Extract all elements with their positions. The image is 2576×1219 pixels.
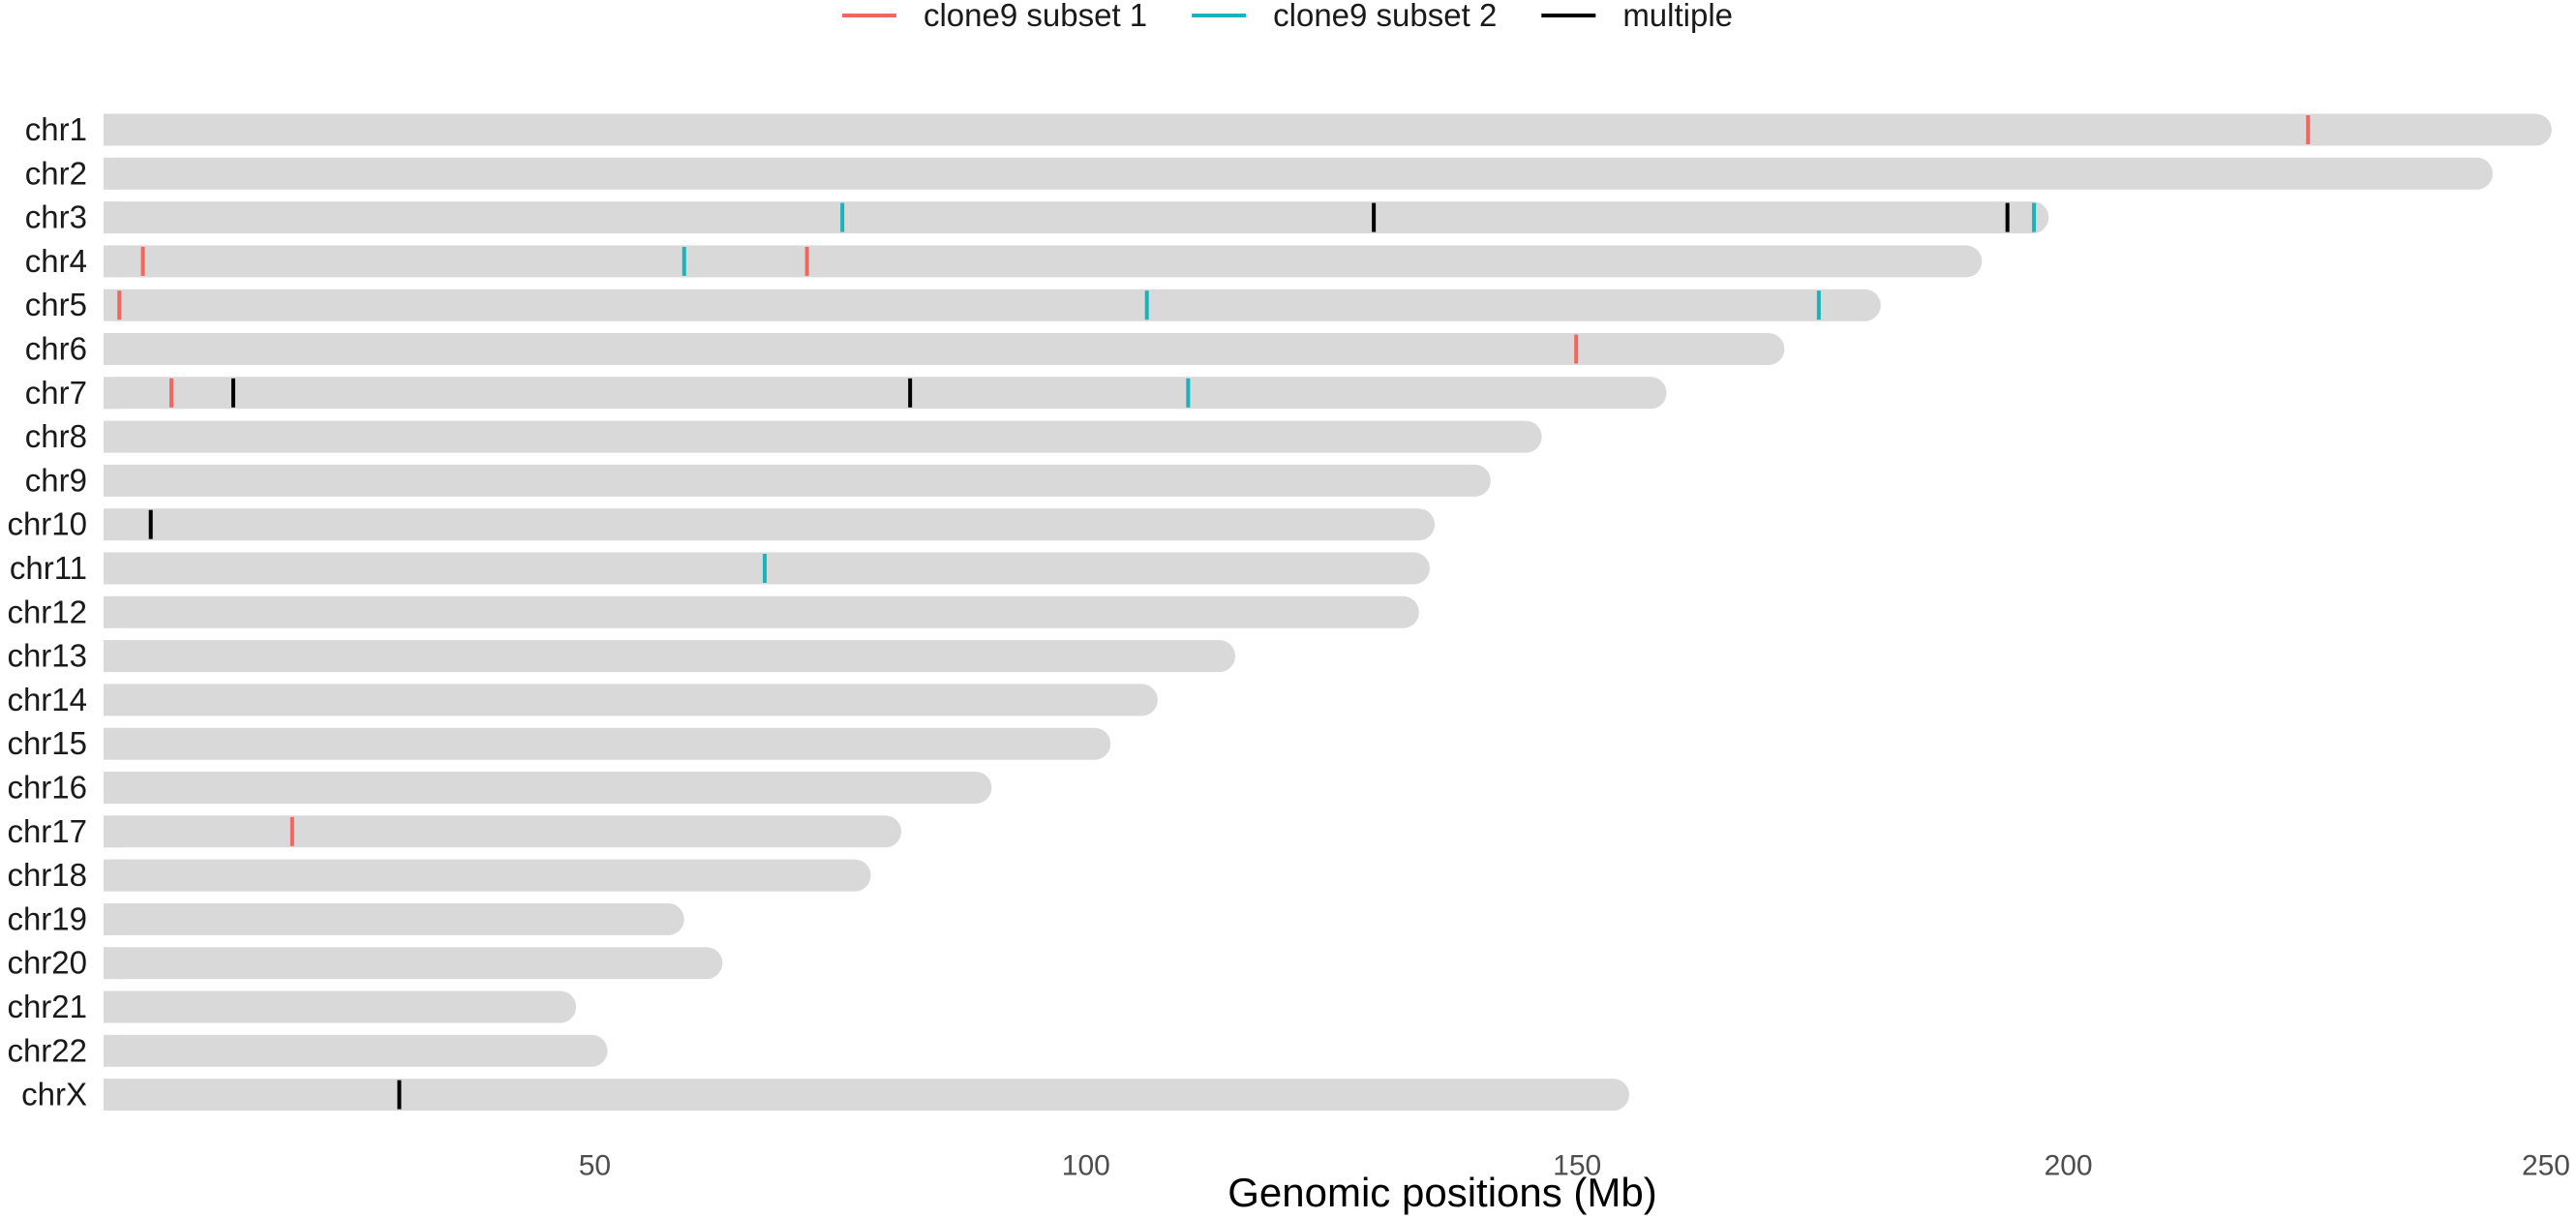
chromosome-bar-chr18 bbox=[104, 859, 871, 892]
chromosome-bar-chr12 bbox=[104, 595, 1419, 628]
chromosome-label-chr19: chr19 bbox=[7, 900, 87, 936]
chromosome-bar-start-chr12 bbox=[104, 595, 121, 628]
chromosome-bar-chr2 bbox=[104, 157, 2493, 190]
chromosome-bar-chr9 bbox=[104, 464, 1491, 497]
legend-label-1: clone9 subset 2 bbox=[1273, 0, 1497, 33]
chromosome-label-chrX: chrX bbox=[21, 1077, 87, 1112]
chromosome-bar-start-chr17 bbox=[104, 815, 121, 848]
chromosome-bar-start-chr7 bbox=[104, 377, 121, 410]
chromosome-label-chr20: chr20 bbox=[7, 945, 87, 981]
mutation-marks bbox=[117, 115, 2311, 1110]
chromosome-bar-start-chr22 bbox=[104, 1034, 121, 1067]
chromosome-bar-chr8 bbox=[104, 420, 1542, 453]
chromosome-bar-start-chr2 bbox=[104, 157, 121, 190]
chromosome-bar-chr4 bbox=[104, 245, 1983, 278]
chromosome-bar-chr21 bbox=[104, 990, 577, 1023]
chromosome-label-chr3: chr3 bbox=[25, 199, 87, 235]
chromosome-label-chr5: chr5 bbox=[25, 287, 87, 322]
chromosome-bar-start-chr10 bbox=[104, 508, 121, 541]
chromosome-bar-start-chr18 bbox=[104, 859, 121, 892]
chromosome-bar-chr6 bbox=[104, 333, 1785, 365]
chromosome-bar-chr10 bbox=[104, 508, 1436, 541]
x-tick-label-100: 100 bbox=[1062, 1150, 1110, 1182]
chromosome-label-chr12: chr12 bbox=[7, 594, 87, 629]
chromosome-bar-chr5 bbox=[104, 289, 1881, 321]
chromosome-label-chr18: chr18 bbox=[7, 857, 87, 893]
chromosome-bar-start-chr14 bbox=[104, 684, 121, 716]
chromosome-bar-chr16 bbox=[104, 772, 992, 804]
chromosome-label-chr21: chr21 bbox=[7, 989, 87, 1024]
chromosome-bar-start-chr19 bbox=[104, 902, 121, 935]
chromosome-bar-chr19 bbox=[104, 902, 684, 935]
chromosome-bar-chr7 bbox=[104, 377, 1667, 410]
chromosome-bar-chr20 bbox=[104, 947, 723, 980]
chromosome-bar-chr14 bbox=[104, 684, 1158, 716]
chromosome-label-chr4: chr4 bbox=[25, 243, 87, 279]
x-tick-label-150: 150 bbox=[1553, 1150, 1601, 1182]
chromosome-bar-chr17 bbox=[104, 815, 902, 848]
x-axis-title: Genomic positions (Mb) bbox=[1227, 1170, 1656, 1215]
chromosome-label-chr11: chr11 bbox=[10, 550, 87, 586]
chromosome-bar-start-chrX bbox=[104, 1079, 121, 1112]
chromosome-bar-start-chr8 bbox=[104, 420, 121, 453]
chromosome-bar-start-chr9 bbox=[104, 464, 121, 497]
chromosome-bar-start-chr6 bbox=[104, 333, 121, 365]
chromosome-label-chr6: chr6 bbox=[25, 331, 87, 367]
chromosome-label-chr15: chr15 bbox=[7, 725, 87, 761]
chromosome-label-chr10: chr10 bbox=[7, 506, 87, 542]
chromosome-label-chr2: chr2 bbox=[25, 155, 87, 191]
chromosome-label-chr16: chr16 bbox=[7, 770, 87, 806]
chromosome-bar-start-chr15 bbox=[104, 727, 121, 760]
chromosome-label-chr7: chr7 bbox=[25, 375, 87, 411]
legend-label-0: clone9 subset 1 bbox=[924, 0, 1147, 33]
x-tick-label-50: 50 bbox=[579, 1150, 611, 1182]
chromosome-bar-start-chr3 bbox=[104, 201, 121, 234]
chromosome-tracks: chr1 chr2 chr3 chr4 chr5 chr6 chr7 chr8 chr9 chr1… bbox=[7, 111, 2552, 1112]
legend-label-2: multiple bbox=[1622, 0, 1733, 33]
chromosome-bar-start-chr21 bbox=[104, 990, 121, 1023]
chromosome-bar-start-chr5 bbox=[104, 289, 121, 321]
chromosome-bar-chr1 bbox=[104, 113, 2552, 146]
chromosome-label-chr9: chr9 bbox=[25, 462, 87, 498]
chromosome-bar-chr3 bbox=[104, 201, 2049, 234]
chromosome-bar-chr15 bbox=[104, 727, 1111, 760]
legend: clone9 subset 1 clone9 subset 2 multiple bbox=[841, 0, 1733, 33]
chromosome-bar-start-chr11 bbox=[104, 552, 121, 585]
chromosome-label-chr13: chr13 bbox=[7, 638, 87, 674]
chromosome-label-chr17: chr17 bbox=[7, 813, 87, 849]
chromosome-label-chr22: chr22 bbox=[7, 1032, 87, 1068]
x-tick-label-250: 250 bbox=[2522, 1150, 2570, 1182]
chromosome-bar-start-chr1 bbox=[104, 113, 121, 146]
chromosome-label-chr14: chr14 bbox=[7, 682, 87, 717]
chromosome-bar-chr13 bbox=[104, 640, 1236, 673]
x-axis: 50 100 150 200 250 bbox=[579, 1150, 2570, 1182]
chromosome-bar-start-chr4 bbox=[104, 245, 121, 278]
chromosome-bar-chr22 bbox=[104, 1034, 608, 1067]
chromosome-bar-start-chr13 bbox=[104, 640, 121, 673]
chromosome-label-chr1: chr1 bbox=[25, 111, 87, 147]
chromosome-bar-start-chr20 bbox=[104, 947, 121, 980]
chromosome-bar-start-chr16 bbox=[104, 772, 121, 804]
x-tick-label-200: 200 bbox=[2045, 1150, 2093, 1182]
chromosome-label-chr8: chr8 bbox=[25, 418, 87, 454]
chromosome-bar-chr11 bbox=[104, 552, 1430, 585]
chromosome-bar-chrX bbox=[104, 1079, 1629, 1112]
